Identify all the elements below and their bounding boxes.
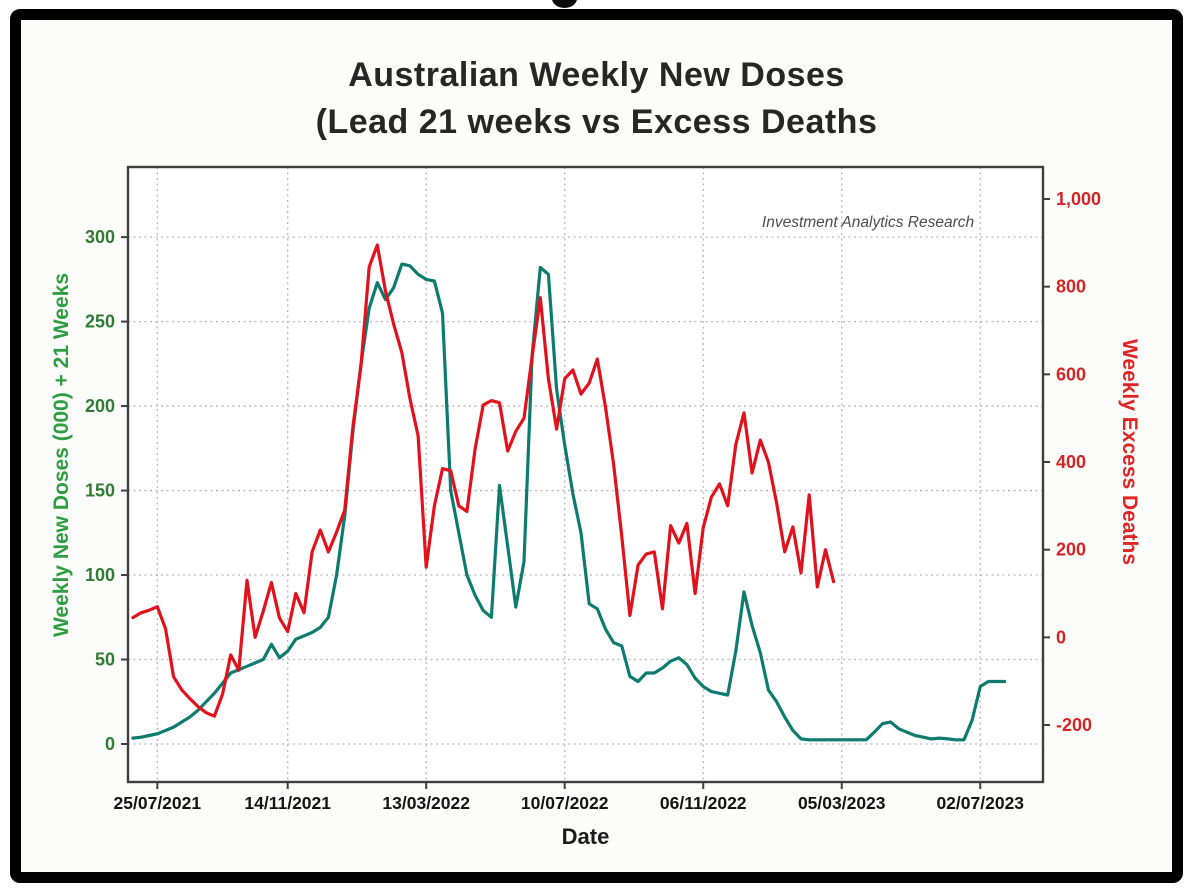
right-axis-title: Weekly Excess Deaths bbox=[1118, 338, 1141, 566]
plot-background bbox=[128, 167, 1043, 782]
left-tick-label: 200 bbox=[85, 396, 115, 416]
left-tick-label: 0 bbox=[105, 734, 115, 754]
cropped-letter-artifact bbox=[552, 0, 577, 8]
right-tick-label: 600 bbox=[1056, 364, 1086, 384]
right-tick-label: 1,000 bbox=[1056, 189, 1101, 209]
right-tick-label: -200 bbox=[1056, 715, 1092, 735]
excess_deaths-line bbox=[131, 243, 836, 718]
annotation-watermark: Investment Analytics Research bbox=[761, 214, 975, 231]
x-tick-label: 10/07/2022 bbox=[521, 793, 609, 813]
left-tick-label: 50 bbox=[95, 650, 115, 670]
x-tick-label: 25/07/2021 bbox=[114, 793, 202, 813]
left-axis-title: Weekly New Doses (000) + 21 Weeks bbox=[50, 272, 73, 638]
x-tick-label: 13/03/2022 bbox=[382, 793, 470, 813]
x-tick-label: 14/11/2021 bbox=[244, 793, 331, 813]
x-axis-title: Date bbox=[561, 824, 610, 849]
left-tick-label: 300 bbox=[85, 227, 115, 247]
x-tick-label: 05/03/2023 bbox=[798, 793, 886, 813]
chart-title-line1: Australian Weekly New Doses bbox=[348, 56, 845, 94]
chart-title: Australian Weekly New Doses (Lead 21 wee… bbox=[0, 52, 1193, 146]
x-tick-label: 06/11/2022 bbox=[660, 793, 747, 813]
left-tick-label: 150 bbox=[85, 481, 115, 501]
x-tick-label: 02/07/2023 bbox=[936, 793, 1024, 813]
right-tick-label: 400 bbox=[1056, 452, 1086, 472]
left-tick-label: 100 bbox=[85, 565, 115, 585]
right-tick-label: 200 bbox=[1056, 540, 1086, 560]
right-tick-label: 800 bbox=[1056, 277, 1086, 297]
left-tick-label: 250 bbox=[85, 312, 115, 332]
doses-line bbox=[131, 262, 1007, 742]
chart-title-line2: (Lead 21 weeks vs Excess Deaths bbox=[315, 102, 878, 141]
plot-border bbox=[126, 165, 1045, 784]
right-tick-label: 0 bbox=[1056, 627, 1066, 647]
